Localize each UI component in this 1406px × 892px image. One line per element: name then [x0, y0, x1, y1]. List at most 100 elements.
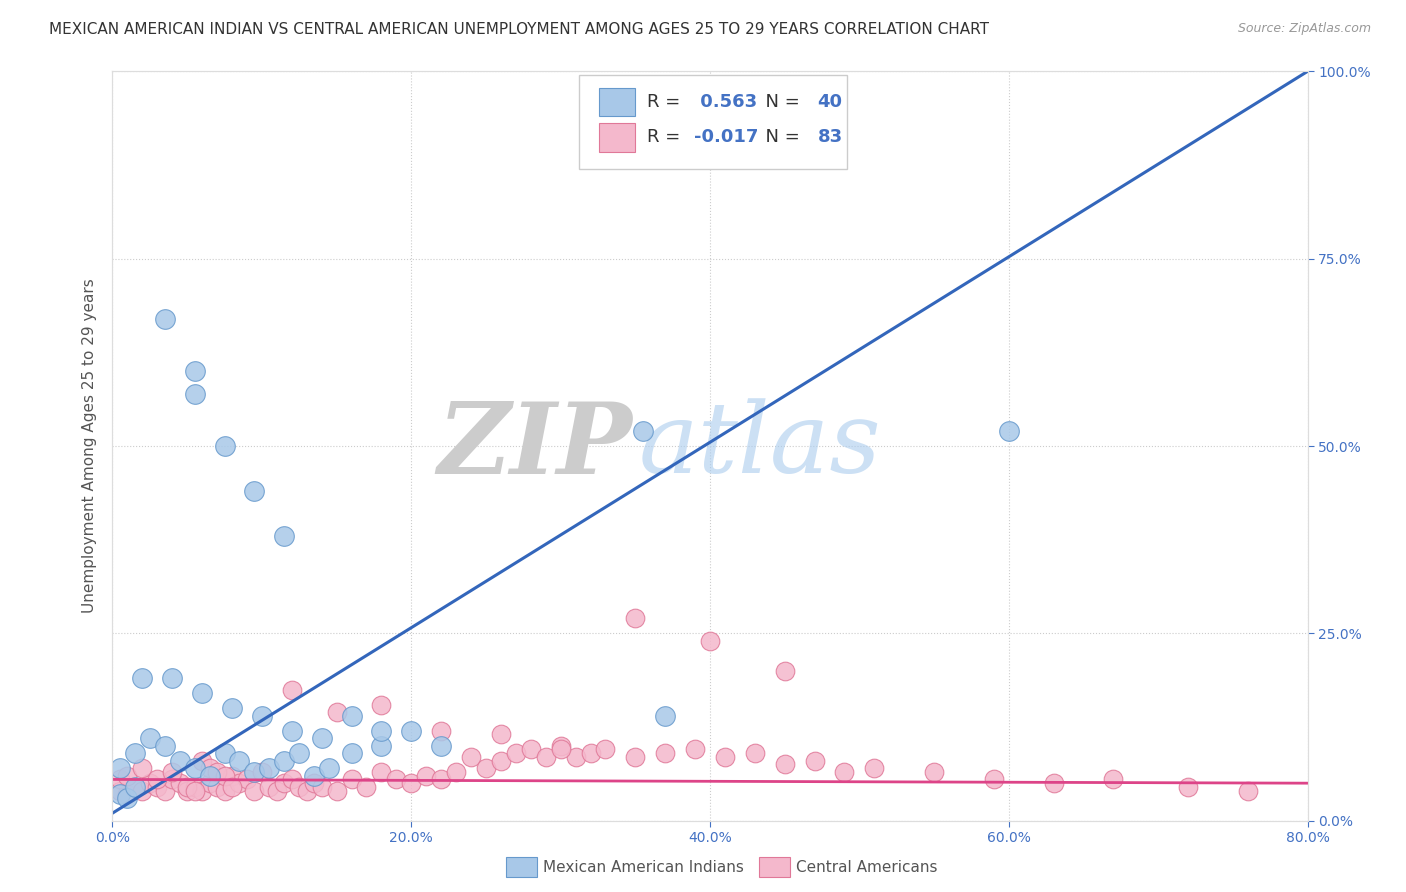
Point [624, 611, 647, 625]
Point [288, 746, 311, 760]
Point [117, 791, 139, 805]
Point [281, 723, 304, 738]
Text: R =: R = [647, 128, 686, 146]
Point [250, 764, 273, 779]
Point [108, 772, 131, 787]
Point [922, 764, 945, 779]
Point [266, 783, 288, 797]
Point [198, 776, 221, 790]
Point [162, 772, 183, 787]
Point [564, 750, 586, 764]
Point [325, 705, 347, 719]
Point [325, 783, 347, 797]
Text: -0.017: -0.017 [695, 128, 759, 146]
Point [198, 769, 221, 783]
Point [1177, 780, 1199, 794]
Point [259, 780, 281, 794]
Point [183, 780, 205, 794]
Point [169, 776, 191, 790]
Point [108, 788, 131, 802]
Point [430, 723, 453, 738]
Point [273, 529, 295, 543]
Point [489, 727, 512, 741]
Point [146, 772, 169, 787]
Point [998, 424, 1021, 438]
Point [803, 754, 825, 768]
Point [520, 742, 543, 756]
Point [117, 769, 139, 783]
Point [176, 780, 198, 794]
Point [124, 780, 146, 794]
Point [153, 783, 176, 797]
Point [1237, 783, 1260, 797]
Text: Source: ZipAtlas.com: Source: ZipAtlas.com [1237, 22, 1371, 36]
Point [228, 776, 250, 790]
Point [153, 739, 176, 753]
Point [773, 664, 796, 678]
Point [370, 739, 392, 753]
Point [214, 439, 236, 453]
Point [550, 739, 572, 753]
Point [131, 761, 153, 775]
Point [444, 764, 467, 779]
Point [1102, 772, 1125, 787]
Point [863, 761, 886, 775]
Point [259, 761, 281, 775]
Point [401, 723, 423, 738]
Point [683, 742, 706, 756]
Point [221, 780, 243, 794]
Point [243, 783, 266, 797]
Point [176, 783, 198, 797]
Point [124, 746, 146, 760]
Point [183, 761, 205, 775]
Point [699, 633, 721, 648]
Point [744, 746, 766, 760]
Point [273, 754, 295, 768]
Point [356, 780, 378, 794]
Point [340, 708, 363, 723]
Point [631, 424, 654, 438]
Point [221, 769, 243, 783]
Point [117, 788, 139, 802]
Point [302, 776, 325, 790]
Point [415, 769, 437, 783]
Point [214, 746, 236, 760]
FancyBboxPatch shape [579, 75, 848, 169]
Point [505, 746, 527, 760]
Point [162, 671, 183, 685]
Point [191, 783, 214, 797]
Text: Central Americans: Central Americans [796, 860, 938, 874]
Point [191, 754, 214, 768]
Point [475, 761, 498, 775]
Text: 40: 40 [818, 93, 842, 112]
Point [489, 754, 512, 768]
Point [714, 750, 737, 764]
Point [108, 783, 131, 797]
Point [214, 783, 236, 797]
Point [1042, 776, 1064, 790]
Point [579, 746, 602, 760]
Point [288, 780, 311, 794]
Text: atlas: atlas [638, 399, 882, 493]
Text: N =: N = [754, 93, 806, 112]
Point [131, 783, 153, 797]
Point [295, 783, 318, 797]
Point [983, 772, 1005, 787]
Point [162, 764, 183, 779]
Point [243, 483, 266, 498]
Point [318, 761, 340, 775]
Point [385, 772, 408, 787]
Point [430, 739, 453, 753]
Point [401, 776, 423, 790]
Text: 0.563: 0.563 [695, 93, 758, 112]
Text: ZIP: ZIP [437, 398, 633, 494]
Point [370, 698, 392, 712]
Point [108, 761, 131, 775]
Point [198, 761, 221, 775]
FancyBboxPatch shape [599, 87, 634, 116]
Point [654, 708, 676, 723]
Point [460, 750, 482, 764]
Text: 83: 83 [818, 128, 842, 146]
Point [534, 750, 557, 764]
FancyBboxPatch shape [599, 123, 634, 152]
